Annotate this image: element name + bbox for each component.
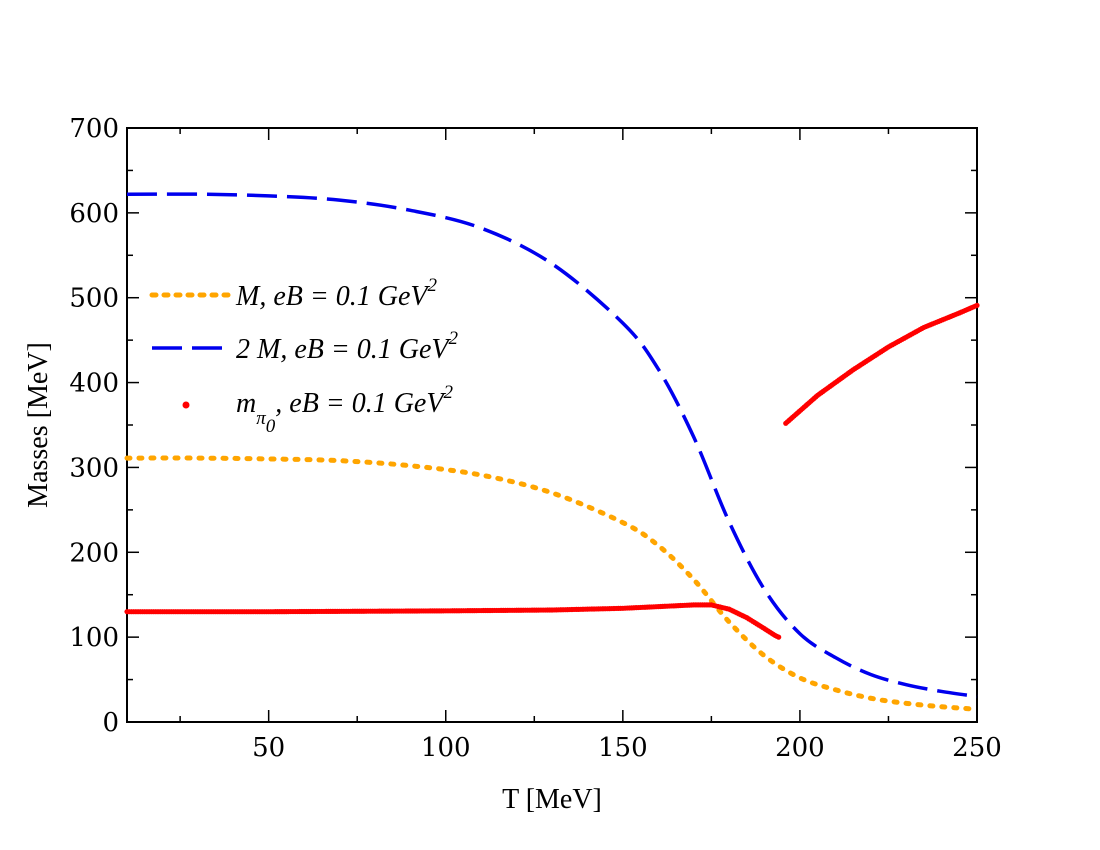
axis-ticks [127,127,978,723]
y-tick-label: 200 [69,538,119,568]
y-tick-label: 100 [69,623,119,653]
y-tick-label: 300 [69,453,119,483]
y-tick-label: 400 [69,369,119,399]
legend-label-M: M, eB = 0.1 GeV2 [235,275,438,312]
y-tick-label: 600 [69,199,119,229]
x-tick-label: 50 [252,733,285,763]
data-point [974,302,980,308]
series-layer [124,192,980,712]
legend: M, eB = 0.1 GeV2 2 M, eB = 0.1 GeV2 mπ0,… [149,275,459,437]
series-mpi0 [124,302,980,640]
series-line-2m [126,192,978,699]
x-tick-label: 200 [775,733,825,763]
x-tick-label: 150 [598,733,648,763]
plot-frame [126,127,978,723]
x-axis-title: T [MeV] [502,784,602,815]
y-axis-title: Masses [MeV] [23,342,54,508]
y-tick-label: 500 [69,284,119,314]
x-tick-label: 250 [952,733,1002,763]
legend-sample-mpi0 [182,401,190,409]
legend-label-mpi0: mπ0, eB = 0.1 GeV2 [236,382,453,437]
legend-label-2M: 2 M, eB = 0.1 GeV2 [236,328,459,365]
series-line-m [124,455,980,712]
data-point [776,634,782,640]
y-tick-label: 0 [102,708,119,738]
axis-tick-labels: 50 100 150 200 250 0 100 200 300 400 500 600 700 [69,114,1001,763]
y-tick-label: 700 [69,114,119,144]
x-tick-label: 100 [421,733,471,763]
